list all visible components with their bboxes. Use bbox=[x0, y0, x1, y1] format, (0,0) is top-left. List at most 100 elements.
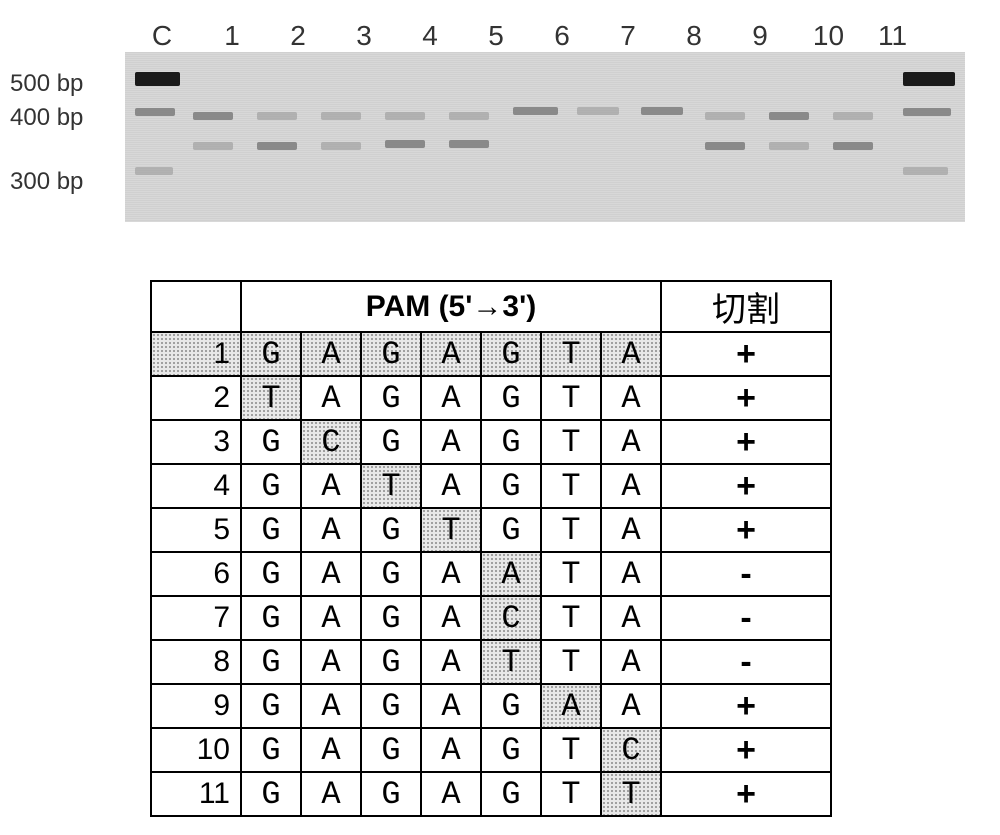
pam-row-number: 9 bbox=[151, 684, 241, 728]
pam-row-number: 6 bbox=[151, 552, 241, 596]
lane-label: 7 bbox=[603, 20, 653, 52]
pam-nucleotide: A bbox=[301, 772, 361, 816]
pam-nucleotide: G bbox=[241, 464, 301, 508]
pam-nucleotide: T bbox=[541, 508, 601, 552]
pam-nucleotide: G bbox=[361, 332, 421, 376]
pam-nucleotide: T bbox=[541, 640, 601, 684]
pam-nucleotide: G bbox=[241, 332, 301, 376]
pam-nucleotide: A bbox=[421, 596, 481, 640]
pam-row: 7GAGACTA- bbox=[151, 596, 831, 640]
pam-nucleotide: A bbox=[301, 464, 361, 508]
pam-nucleotide: T bbox=[481, 640, 541, 684]
pam-nucleotide: G bbox=[361, 684, 421, 728]
pam-nucleotide: A bbox=[601, 376, 661, 420]
pam-nucleotide: A bbox=[301, 332, 361, 376]
gel-band bbox=[449, 112, 489, 120]
pam-nucleotide: G bbox=[241, 508, 301, 552]
pam-cut-result: + bbox=[661, 464, 831, 508]
gel-band bbox=[385, 140, 425, 148]
gel-band bbox=[385, 112, 425, 120]
pam-nucleotide: T bbox=[541, 420, 601, 464]
pam-nucleotide: A bbox=[421, 772, 481, 816]
pam-nucleotide: A bbox=[421, 640, 481, 684]
gel-band bbox=[903, 108, 951, 116]
pam-nucleotide: G bbox=[241, 552, 301, 596]
pam-nucleotide: A bbox=[541, 684, 601, 728]
pam-nucleotide: A bbox=[481, 552, 541, 596]
pam-nucleotide: A bbox=[421, 332, 481, 376]
pam-nucleotide: C bbox=[481, 596, 541, 640]
gel-band bbox=[135, 72, 180, 86]
pam-nucleotide: G bbox=[241, 772, 301, 816]
gel-band bbox=[321, 142, 361, 150]
pam-row: 8GAGATTA- bbox=[151, 640, 831, 684]
pam-nucleotide: A bbox=[601, 640, 661, 684]
pam-nucleotide: G bbox=[361, 640, 421, 684]
pam-nucleotide: A bbox=[601, 420, 661, 464]
pam-row-number: 5 bbox=[151, 508, 241, 552]
pam-nucleotide: A bbox=[421, 420, 481, 464]
pam-cut-result: + bbox=[661, 332, 831, 376]
lane-label: 10 bbox=[801, 20, 856, 52]
pam-row-number: 11 bbox=[151, 772, 241, 816]
pam-table: PAM (5'→3')切割1GAGAGTA+2TAGAGTA+3GCGAGTA+… bbox=[150, 280, 832, 817]
gel-band bbox=[257, 112, 297, 120]
pam-nucleotide: G bbox=[481, 464, 541, 508]
pam-nucleotide: T bbox=[601, 772, 661, 816]
pam-cut-result: - bbox=[661, 640, 831, 684]
pam-nucleotide: C bbox=[301, 420, 361, 464]
pam-row: 2TAGAGTA+ bbox=[151, 376, 831, 420]
pam-nucleotide: G bbox=[481, 772, 541, 816]
gel-band bbox=[769, 142, 809, 150]
pam-nucleotide: A bbox=[601, 596, 661, 640]
pam-nucleotide: C bbox=[601, 728, 661, 772]
gel-band bbox=[449, 140, 489, 148]
cut-header: 切割 bbox=[661, 281, 831, 332]
pam-nucleotide: G bbox=[481, 728, 541, 772]
pam-nucleotide: G bbox=[241, 640, 301, 684]
pam-nucleotide: G bbox=[481, 508, 541, 552]
pam-nucleotide: G bbox=[361, 552, 421, 596]
pam-row-number: 2 bbox=[151, 376, 241, 420]
gel-band bbox=[641, 107, 683, 115]
pam-nucleotide: G bbox=[361, 728, 421, 772]
pam-cut-result: + bbox=[661, 376, 831, 420]
pam-nucleotide: A bbox=[301, 728, 361, 772]
pam-nucleotide: T bbox=[421, 508, 481, 552]
pam-nucleotide: A bbox=[421, 552, 481, 596]
pam-nucleotide: T bbox=[541, 376, 601, 420]
gel-band bbox=[903, 72, 955, 86]
gel-band bbox=[769, 112, 809, 120]
pam-nucleotide: G bbox=[241, 728, 301, 772]
pam-cut-result: + bbox=[661, 772, 831, 816]
pam-row: 9GAGAGAA+ bbox=[151, 684, 831, 728]
pam-row: 10GAGAGTC+ bbox=[151, 728, 831, 772]
pam-nucleotide: A bbox=[421, 728, 481, 772]
pam-row: 5GAGTGTA+ bbox=[151, 508, 831, 552]
gel-band bbox=[833, 142, 873, 150]
lane-label: 11 bbox=[865, 20, 920, 52]
pam-nucleotide: A bbox=[301, 684, 361, 728]
pam-nucleotide: A bbox=[301, 552, 361, 596]
gel-band bbox=[577, 107, 619, 115]
pam-nucleotide: G bbox=[361, 420, 421, 464]
pam-row: 3GCGAGTA+ bbox=[151, 420, 831, 464]
gel-band bbox=[705, 142, 745, 150]
pam-nucleotide: A bbox=[301, 596, 361, 640]
lane-label: 5 bbox=[471, 20, 521, 52]
pam-row-number: 10 bbox=[151, 728, 241, 772]
pam-nucleotide: A bbox=[601, 684, 661, 728]
pam-row-number: 1 bbox=[151, 332, 241, 376]
pam-nucleotide: G bbox=[361, 596, 421, 640]
pam-nucleotide: A bbox=[601, 552, 661, 596]
pam-nucleotide: A bbox=[601, 508, 661, 552]
pam-nucleotide: G bbox=[241, 596, 301, 640]
pam-nucleotide: G bbox=[481, 376, 541, 420]
pam-nucleotide: G bbox=[241, 420, 301, 464]
pam-nucleotide: A bbox=[601, 464, 661, 508]
gel-band bbox=[903, 167, 948, 175]
pam-nucleotide: T bbox=[361, 464, 421, 508]
pam-nucleotide: A bbox=[301, 508, 361, 552]
pam-nucleotide: A bbox=[301, 640, 361, 684]
pam-row-number: 7 bbox=[151, 596, 241, 640]
